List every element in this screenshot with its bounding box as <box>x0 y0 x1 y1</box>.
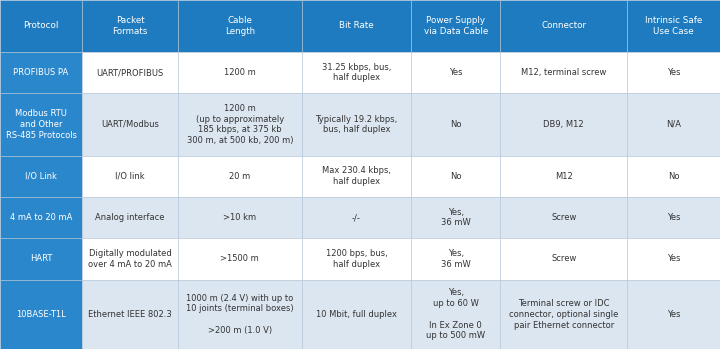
Bar <box>178 52 302 93</box>
Text: Screw: Screw <box>551 254 577 263</box>
Bar <box>0 238 82 280</box>
Text: >1500 m: >1500 m <box>220 254 259 263</box>
Bar <box>500 52 627 93</box>
Bar <box>178 280 302 349</box>
Bar <box>82 197 178 238</box>
Text: I/O Link: I/O Link <box>25 172 57 181</box>
Bar <box>82 280 178 349</box>
Bar <box>500 0 627 52</box>
Bar <box>627 156 720 197</box>
Text: Connector: Connector <box>541 21 586 30</box>
Bar <box>500 280 627 349</box>
Text: 1200 bps, bus,
half duplex: 1200 bps, bus, half duplex <box>325 249 387 269</box>
Text: Yes,
up to 60 W

In Ex Zone 0
up to 500 mW: Yes, up to 60 W In Ex Zone 0 up to 500 m… <box>426 288 485 340</box>
Bar <box>302 52 411 93</box>
Bar <box>0 52 82 93</box>
Text: Ethernet IEEE 802.3: Ethernet IEEE 802.3 <box>88 310 172 319</box>
Text: Yes: Yes <box>667 68 680 77</box>
Bar <box>0 0 82 52</box>
Bar <box>500 93 627 156</box>
Bar <box>302 238 411 280</box>
Bar <box>302 0 411 52</box>
Text: UART/Modbus: UART/Modbus <box>101 120 159 129</box>
Bar <box>302 197 411 238</box>
Text: 4 mA to 20 mA: 4 mA to 20 mA <box>10 213 72 222</box>
Text: PROFIBUS PA: PROFIBUS PA <box>14 68 68 77</box>
Bar <box>500 156 627 197</box>
Bar <box>411 93 500 156</box>
Text: 1200 m
(up to approximately
185 kbps, at 375 kb
300 m, at 500 kb, 200 m): 1200 m (up to approximately 185 kbps, at… <box>186 104 293 145</box>
Bar <box>0 156 82 197</box>
Bar <box>411 280 500 349</box>
Text: 1000 m (2.4 V) with up to
10 joints (terminal boxes)

>200 m (1.0 V): 1000 m (2.4 V) with up to 10 joints (ter… <box>186 294 294 335</box>
Text: Typically 19.2 kbps,
bus, half duplex: Typically 19.2 kbps, bus, half duplex <box>315 114 397 134</box>
Text: I/O link: I/O link <box>115 172 145 181</box>
Text: Max 230.4 kbps,
half duplex: Max 230.4 kbps, half duplex <box>322 166 391 186</box>
Text: Packet
Formats: Packet Formats <box>112 16 148 36</box>
Text: Yes: Yes <box>667 310 680 319</box>
Bar <box>411 156 500 197</box>
Text: Modbus RTU
and Other
RS-485 Protocols: Modbus RTU and Other RS-485 Protocols <box>6 109 76 140</box>
Text: 1200 m: 1200 m <box>224 68 256 77</box>
Bar <box>178 156 302 197</box>
Text: Yes: Yes <box>449 68 462 77</box>
Text: Terminal screw or IDC
connector, optional single
pair Ethernet connector: Terminal screw or IDC connector, optiona… <box>509 299 618 329</box>
Bar <box>627 52 720 93</box>
Text: Cable
Length: Cable Length <box>225 16 255 36</box>
Text: -/-: -/- <box>352 213 361 222</box>
Text: HART: HART <box>30 254 53 263</box>
Bar <box>82 93 178 156</box>
Text: No: No <box>450 120 462 129</box>
Bar <box>82 52 178 93</box>
Text: No: No <box>668 172 679 181</box>
Bar <box>178 93 302 156</box>
Bar <box>178 238 302 280</box>
Bar <box>627 238 720 280</box>
Bar <box>411 52 500 93</box>
Bar <box>178 197 302 238</box>
Text: 31.25 kbps, bus,
half duplex: 31.25 kbps, bus, half duplex <box>322 63 391 82</box>
Text: M12: M12 <box>555 172 572 181</box>
Bar <box>82 238 178 280</box>
Bar <box>302 280 411 349</box>
Bar <box>627 93 720 156</box>
Text: M12, terminal screw: M12, terminal screw <box>521 68 606 77</box>
Bar <box>411 197 500 238</box>
Text: Analog interface: Analog interface <box>95 213 165 222</box>
Text: Power Supply
via Data Cable: Power Supply via Data Cable <box>423 16 488 36</box>
Bar <box>411 238 500 280</box>
Bar <box>627 0 720 52</box>
Bar <box>500 197 627 238</box>
Bar <box>178 0 302 52</box>
Text: Intrinsic Safe
Use Case: Intrinsic Safe Use Case <box>645 16 702 36</box>
Bar <box>500 238 627 280</box>
Text: Yes: Yes <box>667 213 680 222</box>
Bar <box>411 0 500 52</box>
Bar <box>302 93 411 156</box>
Text: Bit Rate: Bit Rate <box>339 21 374 30</box>
Bar <box>627 197 720 238</box>
Text: Protocol: Protocol <box>23 21 59 30</box>
Bar <box>82 156 178 197</box>
Text: 20 m: 20 m <box>229 172 251 181</box>
Bar <box>0 197 82 238</box>
Bar <box>0 280 82 349</box>
Text: >10 km: >10 km <box>223 213 256 222</box>
Text: No: No <box>450 172 462 181</box>
Bar <box>302 156 411 197</box>
Text: Yes,
36 mW: Yes, 36 mW <box>441 208 471 228</box>
Bar <box>0 93 82 156</box>
Text: N/A: N/A <box>666 120 681 129</box>
Text: Yes,
36 mW: Yes, 36 mW <box>441 249 471 269</box>
Text: 10 Mbit, full duplex: 10 Mbit, full duplex <box>316 310 397 319</box>
Text: Screw: Screw <box>551 213 577 222</box>
Bar <box>627 280 720 349</box>
Text: Yes: Yes <box>667 254 680 263</box>
Text: DB9, M12: DB9, M12 <box>544 120 584 129</box>
Bar <box>82 0 178 52</box>
Text: 10BASE-T1L: 10BASE-T1L <box>16 310 66 319</box>
Text: UART/PROFIBUS: UART/PROFIBUS <box>96 68 163 77</box>
Text: Digitally modulated
over 4 mA to 20 mA: Digitally modulated over 4 mA to 20 mA <box>88 249 172 269</box>
